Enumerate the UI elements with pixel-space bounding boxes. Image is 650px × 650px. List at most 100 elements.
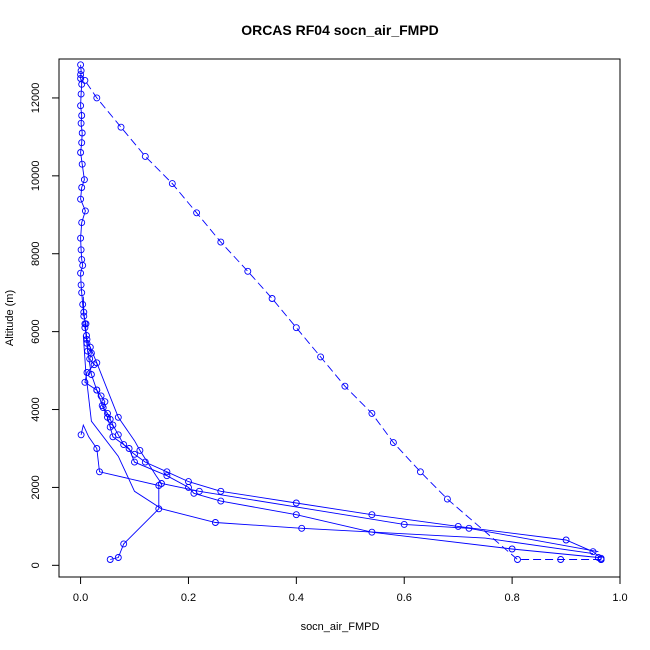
data-point [120, 441, 128, 449]
data-point [155, 505, 163, 513]
y-tick-label: 10000 [30, 161, 42, 192]
y-tick-label: 8000 [30, 241, 42, 265]
x-tick-label: 0.6 [397, 592, 412, 604]
data-point [79, 300, 87, 308]
data-point [465, 524, 473, 532]
x-tick-label: 0.0 [73, 592, 88, 604]
data-point [400, 520, 408, 528]
y-tick-label: 4000 [30, 397, 42, 421]
data-point [81, 76, 89, 84]
data-point [77, 234, 85, 242]
data-point [292, 511, 300, 519]
data-point [557, 556, 565, 563]
data-point [77, 195, 85, 203]
series-line-2 [84, 323, 599, 558]
data-point [168, 180, 176, 188]
plot-frame [58, 58, 621, 578]
data-point [93, 359, 101, 367]
data-point [104, 413, 111, 421]
data-point [97, 392, 105, 400]
data-point [217, 497, 225, 505]
data-point [78, 160, 86, 168]
data-point [78, 139, 86, 147]
data-point [77, 90, 85, 98]
data-point [77, 246, 85, 254]
data-point [77, 269, 85, 277]
chart-title: ORCAS RF04 socn_air_FMPD [241, 22, 439, 38]
data-point [77, 431, 85, 439]
data-point [368, 511, 376, 519]
data-point [77, 67, 85, 75]
data-point [185, 483, 192, 491]
y-axis-label: Altitude (m) [4, 290, 16, 346]
data-point [298, 524, 306, 532]
data-point [368, 409, 376, 417]
data-point [317, 353, 325, 361]
data-point [114, 413, 122, 421]
data-point [109, 433, 117, 441]
data-point [508, 545, 516, 553]
series-line-4 [82, 335, 594, 555]
data-point [114, 554, 122, 561]
data-point [77, 102, 85, 110]
data-point [195, 487, 203, 495]
data-point [211, 519, 219, 526]
series-layer [77, 61, 605, 563]
data-point [562, 536, 570, 544]
data-point [141, 152, 149, 160]
data-point [389, 439, 397, 447]
y-tick-label: 0 [30, 562, 42, 568]
data-point [80, 308, 88, 316]
data-point [163, 472, 171, 480]
data-point [77, 149, 85, 156]
y-axis: 0 2000 4000 6000 8000 10000 12000 [30, 83, 60, 568]
data-point [120, 540, 128, 548]
series-line-5 [80, 423, 160, 560]
data-point [217, 487, 225, 495]
data-point [81, 207, 89, 215]
y-tick-label: 12000 [30, 83, 42, 114]
data-point [87, 371, 95, 378]
data-point [155, 482, 163, 489]
data-point [292, 324, 300, 332]
data-point [93, 445, 101, 452]
data-point [268, 295, 276, 302]
y-tick-label: 6000 [30, 319, 42, 343]
data-point [77, 119, 85, 127]
data-point [341, 382, 349, 390]
data-point [131, 458, 138, 466]
data-point [163, 468, 171, 476]
x-tick-label: 0.8 [504, 592, 519, 604]
data-point [416, 468, 424, 476]
data-point [93, 386, 101, 394]
data-point [78, 112, 86, 119]
x-axis-label: socn_air_FMPD [301, 621, 380, 633]
data-point [106, 556, 114, 563]
data-point [292, 499, 300, 507]
x-tick-label: 0.2 [181, 592, 196, 604]
data-point [77, 281, 85, 289]
data-point [80, 176, 88, 184]
data-point [106, 423, 114, 431]
series-line-6 [80, 74, 602, 560]
data-point [93, 94, 101, 102]
data-point [81, 378, 89, 386]
data-point [193, 209, 201, 217]
data-point [443, 495, 451, 503]
data-point [98, 402, 106, 410]
data-point [78, 129, 86, 137]
data-point [78, 219, 86, 227]
data-point [125, 445, 133, 452]
data-point [83, 369, 91, 376]
data-point [514, 556, 521, 563]
x-tick-label: 1.0 [612, 592, 627, 604]
data-point [78, 289, 86, 297]
data-point [117, 123, 125, 131]
data-point [217, 238, 225, 246]
series-line-3 [82, 296, 599, 553]
data-point [244, 267, 252, 275]
data-point [78, 184, 86, 191]
data-point [96, 468, 103, 476]
x-tick-label: 0.4 [289, 592, 304, 604]
